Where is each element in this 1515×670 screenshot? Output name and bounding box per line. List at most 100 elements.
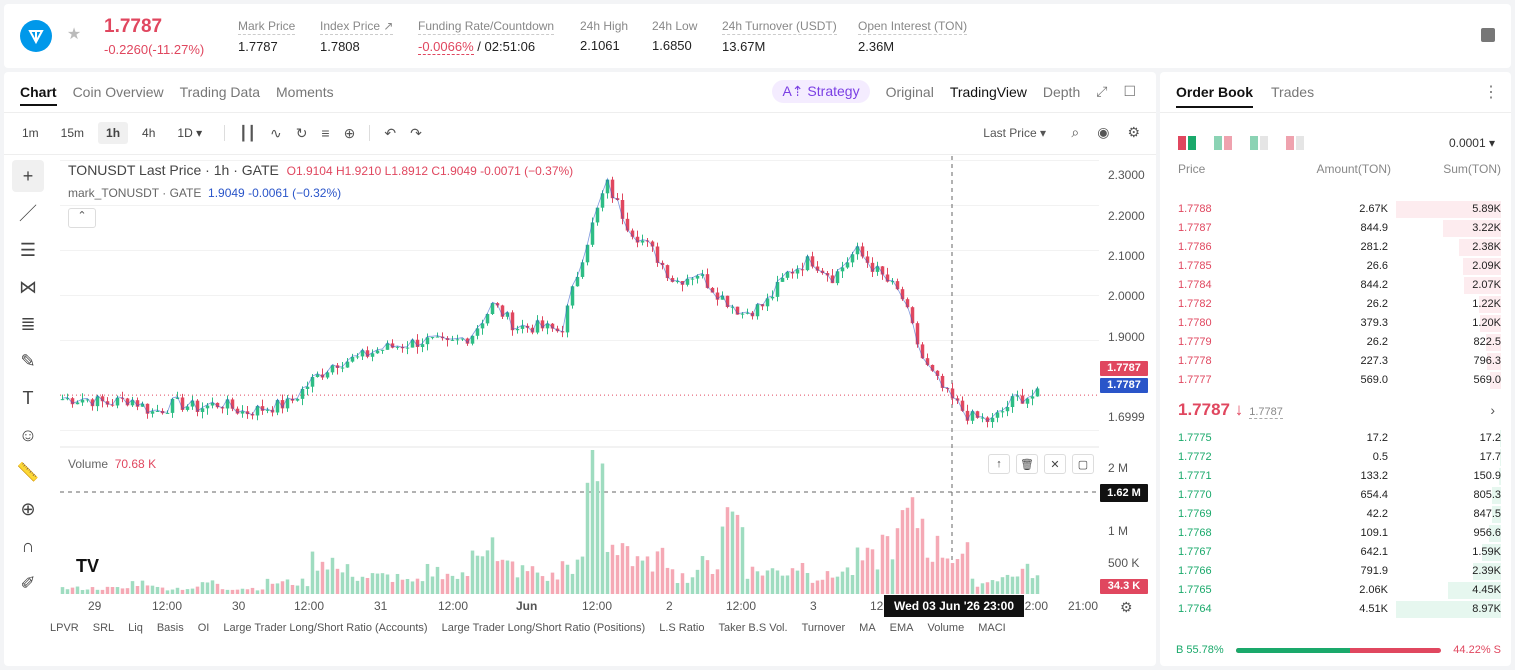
tab-moments[interactable]: Moments: [276, 84, 334, 100]
indicator-item[interactable]: SRL: [92, 622, 115, 634]
orderbook-row[interactable]: 1.7785 26.6 2.09K: [1160, 257, 1511, 276]
timeframe-4h[interactable]: 4h: [142, 126, 156, 140]
mid-price[interactable]: 1.7787 ↓ 1.7787: [1178, 400, 1283, 419]
timeframe-15m[interactable]: 15m: [60, 126, 85, 140]
refresh-icon[interactable]: ↻: [295, 124, 308, 141]
redo-icon[interactable]: ↷: [410, 124, 422, 141]
orderbook-row[interactable]: 1.7770 654.4 805.3: [1160, 486, 1511, 505]
fib-icon[interactable]: ≣: [20, 313, 36, 334]
layout-split-icon[interactable]: [1214, 136, 1232, 150]
orderbook-row[interactable]: 1.7766 791.9 2.39K: [1160, 562, 1511, 581]
layout-both-icon[interactable]: [1178, 136, 1196, 150]
orderbook-row[interactable]: 1.7782 26.2 1.22K: [1160, 295, 1511, 314]
indicator-item[interactable]: Basis: [156, 622, 184, 634]
indicator-item[interactable]: Volume: [927, 622, 965, 634]
strategy-button[interactable]: A⇡ Strategy: [772, 80, 870, 103]
tab-original[interactable]: Original: [885, 83, 934, 100]
volume-bar: [500, 559, 505, 594]
indicator-item[interactable]: Taker B.S Vol.: [718, 622, 788, 634]
list-icon[interactable]: ≡: [321, 125, 330, 141]
camera-icon[interactable]: ◉: [1097, 124, 1110, 140]
timeframe-1m[interactable]: 1m: [22, 126, 39, 140]
orderbook-row[interactable]: 1.7771 133.2 150.9: [1160, 467, 1511, 486]
window-icon[interactable]: ☐: [1123, 83, 1136, 99]
orderbook-row[interactable]: 1.7767 642.1 1.59K: [1160, 543, 1511, 562]
tab-chart[interactable]: Chart: [20, 84, 57, 106]
indicators-icon[interactable]: ∿: [269, 124, 282, 141]
timeframe-1h[interactable]: 1h: [98, 122, 129, 144]
magnet-icon[interactable]: ∩: [21, 535, 35, 556]
indicator-item[interactable]: OI: [197, 622, 210, 634]
gear-icon[interactable]: ⚙: [1127, 124, 1140, 140]
orderbook-row[interactable]: 1.7769 42.2 847.5: [1160, 505, 1511, 524]
more-options-icon[interactable]: ⋮: [1483, 84, 1499, 101]
indicator-item[interactable]: Large Trader Long/Short Ratio (Positions…: [441, 622, 646, 634]
tab-order-book[interactable]: Order Book: [1176, 84, 1254, 108]
tab-trades[interactable]: Trades: [1271, 84, 1315, 100]
layout-asks-icon[interactable]: [1286, 136, 1304, 150]
row-amount: 42.2: [1366, 508, 1388, 520]
expand-icon[interactable]: ⤢: [1096, 83, 1108, 99]
orderbook-row[interactable]: 1.7765 2.06K 4.45K: [1160, 581, 1511, 600]
horizontal-lines-icon[interactable]: ☰: [19, 239, 37, 260]
orderbook-row[interactable]: 1.7788 2.67K 5.89K: [1160, 200, 1511, 219]
brush-icon[interactable]: ✎: [20, 350, 36, 371]
layout-bids-icon[interactable]: [1250, 136, 1268, 150]
orderbook-row[interactable]: 1.7768 109.1 956.6: [1160, 524, 1511, 543]
tab-trading-data[interactable]: Trading Data: [179, 84, 261, 100]
price-tick: 1.9000: [1108, 330, 1145, 344]
notebook-icon[interactable]: [1481, 28, 1495, 42]
emoji-icon[interactable]: ☺: [18, 424, 38, 445]
collapse-legend-button[interactable]: ⌃: [68, 208, 96, 228]
volume-bar: [920, 518, 925, 594]
search-icon[interactable]: ⌕: [1071, 124, 1080, 140]
pencil-icon[interactable]: ✐: [20, 572, 36, 593]
text-icon[interactable]: T: [22, 387, 34, 408]
volume-bar: [650, 571, 655, 594]
orderbook-row[interactable]: 1.7787 844.9 3.22K: [1160, 219, 1511, 238]
orderbook-row[interactable]: 1.7764 4.51K 8.97K: [1160, 600, 1511, 619]
trash-icon[interactable]: 🗑: [1016, 454, 1038, 474]
price-chart-canvas[interactable]: [4, 72, 1156, 666]
orderbook-row[interactable]: 1.7780 379.3 1.20K: [1160, 314, 1511, 333]
indicator-item[interactable]: MA: [859, 622, 876, 634]
precision-select[interactable]: 0.0001 ▾: [1448, 136, 1495, 150]
maximize-pane-icon[interactable]: ▢: [1072, 454, 1094, 474]
orderbook-row[interactable]: 1.7778 227.3 796.3: [1160, 352, 1511, 371]
axis-settings-icon[interactable]: ⚙: [1120, 599, 1133, 615]
favorite-star-icon[interactable]: ★: [66, 26, 82, 43]
stat-index-price[interactable]: Index Price ↗ 1.7808: [320, 19, 394, 54]
indicator-item[interactable]: Turnover: [801, 622, 846, 634]
undo-icon[interactable]: ↶: [384, 124, 397, 141]
indicator-item[interactable]: MACI: [978, 622, 1006, 634]
chevron-right-icon[interactable]: ›: [1490, 402, 1495, 418]
pattern-icon[interactable]: ⋈: [19, 276, 37, 297]
time-tick: 12:00: [294, 599, 325, 613]
indicator-item[interactable]: Liq: [128, 622, 143, 634]
orderbook-row[interactable]: 1.7779 26.2 822.5: [1160, 333, 1511, 352]
tab-tradingview[interactable]: TradingView: [949, 83, 1027, 100]
indicator-item[interactable]: LPVR: [50, 622, 79, 634]
indicator-item[interactable]: EMA: [889, 622, 914, 634]
timeframe-1d-dropdown[interactable]: 1D ▾: [177, 126, 203, 140]
row-sum: 805.3: [1473, 489, 1501, 501]
tab-depth[interactable]: Depth: [1042, 83, 1081, 100]
tab-coin-overview[interactable]: Coin Overview: [72, 84, 164, 100]
orderbook-row[interactable]: 1.7772 0.5 17.7: [1160, 448, 1511, 467]
zoom-in-icon[interactable]: ⊕: [20, 498, 36, 519]
last-price-select[interactable]: Last Price ▾: [983, 126, 1046, 140]
orderbook-row[interactable]: 1.7786 281.2 2.38K: [1160, 238, 1511, 257]
orderbook-row[interactable]: 1.7784 844.2 2.07K: [1160, 276, 1511, 295]
crosshair-icon[interactable]: +: [12, 160, 44, 192]
ruler-icon[interactable]: 📏: [16, 461, 40, 482]
add-indicator-icon[interactable]: ⊕: [343, 124, 356, 141]
collapse-pane-icon[interactable]: ✕: [1044, 454, 1066, 474]
indicator-item[interactable]: L.S Ratio: [659, 622, 705, 634]
move-up-icon[interactable]: ↑: [988, 454, 1010, 474]
candles-icon[interactable]: ┃┃: [239, 124, 256, 141]
indicator-item[interactable]: Large Trader Long/Short Ratio (Accounts): [223, 622, 428, 634]
candle-body: [940, 375, 945, 388]
orderbook-row[interactable]: 1.7775 17.2 17.2: [1160, 429, 1511, 448]
orderbook-row[interactable]: 1.7777 569.0 569.0: [1160, 371, 1511, 390]
trendline-icon[interactable]: ／: [19, 204, 37, 224]
